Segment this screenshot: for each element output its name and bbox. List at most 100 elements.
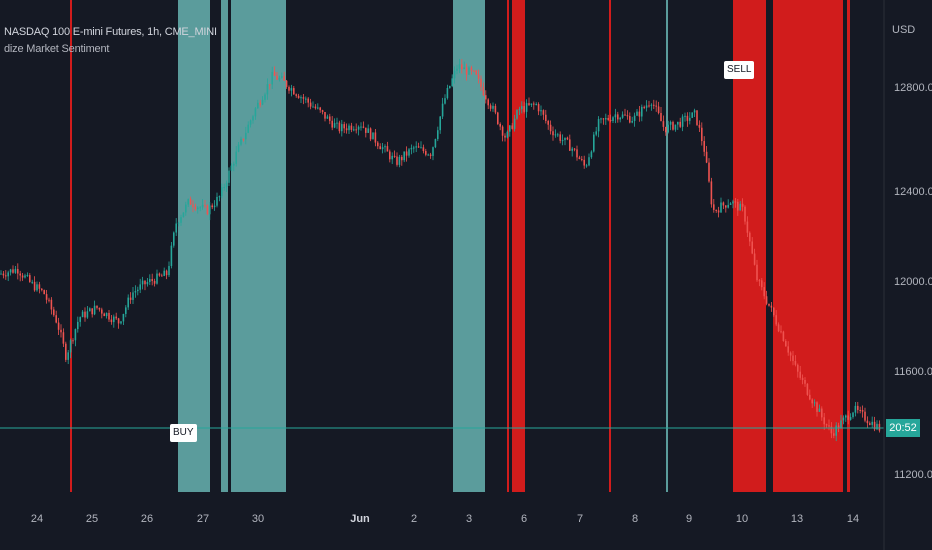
candle-up [163, 267, 165, 277]
candle-down [523, 101, 525, 114]
candle-down [823, 413, 825, 430]
candle-down [780, 325, 782, 334]
candle-up [564, 137, 566, 146]
candle-up [446, 84, 449, 100]
candle-up [240, 136, 242, 147]
candle-down [785, 339, 787, 347]
candle-down [737, 199, 739, 216]
candle-down [331, 116, 333, 131]
candle-down [379, 143, 381, 150]
candle-up [876, 420, 878, 431]
candle-up [845, 414, 847, 422]
candle-up [197, 206, 199, 214]
candle-down [115, 312, 117, 321]
candle-up [264, 92, 266, 103]
candle-down [429, 152, 432, 159]
candle-down [194, 203, 197, 211]
candle-up [420, 141, 422, 149]
candle-down [806, 383, 809, 396]
candle-up [621, 111, 624, 119]
candle-down [763, 282, 765, 300]
candle-down [777, 322, 780, 333]
bearish-sentiment-band [507, 0, 509, 492]
candle-up [221, 183, 223, 199]
candle-down [744, 205, 746, 225]
candle-up [612, 116, 614, 124]
candle-up [305, 96, 307, 104]
candlesticks [0, 58, 881, 442]
time-tick: 10 [735, 513, 749, 525]
candle-down [751, 237, 753, 255]
candle-down [773, 307, 775, 317]
candle-down [703, 136, 705, 157]
candle-up [367, 124, 369, 133]
candle-up [77, 316, 79, 333]
candle-down [324, 111, 326, 122]
indicator-title[interactable]: dize Market Sentiment [4, 43, 110, 55]
candle-up [403, 151, 405, 163]
candle-down [211, 203, 213, 210]
candle-down [643, 105, 645, 110]
candle-up [170, 242, 173, 269]
candle-up [492, 102, 494, 112]
candle-up [720, 197, 722, 213]
candle-down [389, 149, 391, 163]
candle-up [336, 117, 338, 129]
candle-up [132, 286, 134, 305]
time-tick: 27 [196, 513, 210, 525]
candle-up [271, 66, 273, 90]
candle-down [55, 310, 57, 324]
candle-down [487, 98, 489, 110]
candle-up [24, 273, 26, 279]
candle-down [504, 133, 506, 142]
candle-down [761, 277, 763, 291]
candle-down [624, 108, 626, 116]
candle-down [482, 82, 485, 97]
candle-up [732, 199, 734, 209]
candle-up [333, 118, 336, 129]
candle-up [633, 112, 636, 127]
candle-down [307, 97, 309, 108]
candle-down [21, 272, 24, 281]
candle-down [401, 155, 403, 166]
candle-up [31, 279, 33, 285]
candle-down [672, 120, 674, 131]
candle-down [861, 405, 864, 418]
candle-up [156, 269, 158, 285]
candle-down [662, 115, 665, 131]
candle-down [45, 289, 48, 304]
candle-down [797, 363, 799, 378]
candle-down [710, 177, 713, 208]
candle-up [209, 201, 211, 221]
bullish-sentiment-band [231, 0, 286, 492]
candle-up [585, 163, 588, 168]
candle-down [386, 141, 389, 152]
candle-down [583, 155, 585, 169]
candle-down [19, 270, 21, 282]
candle-down [84, 307, 86, 322]
candle-up [677, 121, 679, 130]
candle-down [873, 416, 876, 432]
candle-down [485, 90, 487, 104]
candle-down [792, 350, 794, 366]
candle-up [521, 101, 523, 114]
candle-up [278, 75, 281, 82]
candle-down [801, 374, 804, 385]
last-price-badge: 20:52 [886, 419, 920, 437]
candle-up [588, 153, 590, 167]
candle-down [345, 123, 348, 134]
candle-up [105, 312, 108, 319]
candle-down [629, 112, 631, 124]
candle-up [645, 100, 648, 112]
time-tick: 3 [465, 513, 473, 525]
candle-down [144, 280, 146, 291]
candle-down [50, 297, 53, 315]
candle-up [74, 328, 77, 347]
candle-down [158, 272, 161, 277]
candle-up [317, 103, 319, 110]
candle-down [545, 109, 547, 124]
candle-up [854, 401, 857, 417]
symbol-title[interactable]: NASDAQ 100 E-mini Futures, 1h, CME_MINI [4, 26, 217, 38]
candle-up [518, 106, 521, 115]
